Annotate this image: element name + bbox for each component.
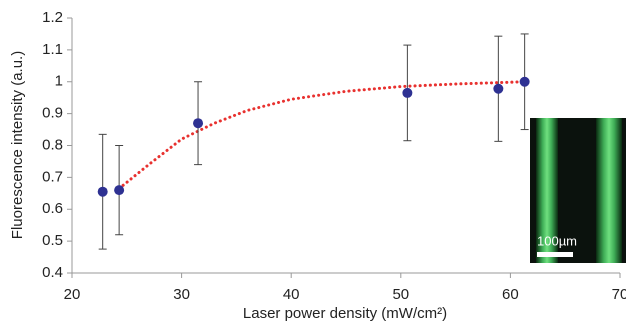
x-axis-label: Laser power density (mW/cm²) [243, 305, 447, 322]
data-point [402, 88, 412, 98]
y-tick-label: 0.9 [42, 105, 63, 122]
y-tick-label: 0.6 [42, 200, 63, 217]
y-tick-label: 0.4 [42, 264, 63, 281]
x-tick-label: 40 [283, 286, 300, 303]
inset-image: 100µm [530, 118, 626, 263]
data-point [493, 84, 503, 94]
y-tick-label: 1 [55, 73, 63, 90]
scale-label: 100µm [537, 233, 577, 248]
x-tick-label: 50 [392, 286, 409, 303]
fluorescent-stripe [596, 118, 622, 263]
x-tick-label: 30 [173, 286, 190, 303]
scale-bar [537, 252, 573, 257]
trendline [119, 82, 525, 189]
chart: Fluorescence intensity (a.u.) Laser powe… [0, 0, 626, 326]
data-point [114, 185, 124, 195]
y-axis-label: Fluorescence intensity (a.u.) [9, 51, 26, 239]
y-tick-label: 1.1 [42, 41, 63, 58]
y-tick-label: 0.5 [42, 232, 63, 249]
x-tick-label: 60 [502, 286, 519, 303]
x-tick-label: 20 [64, 286, 81, 303]
data-point [98, 187, 108, 197]
y-tick-label: 1.2 [42, 9, 63, 26]
y-tick-label: 0.7 [42, 168, 63, 185]
y-tick-label: 0.8 [42, 136, 63, 153]
data-point [193, 118, 203, 128]
data-point [520, 77, 530, 87]
x-tick-label: 70 [612, 286, 626, 303]
